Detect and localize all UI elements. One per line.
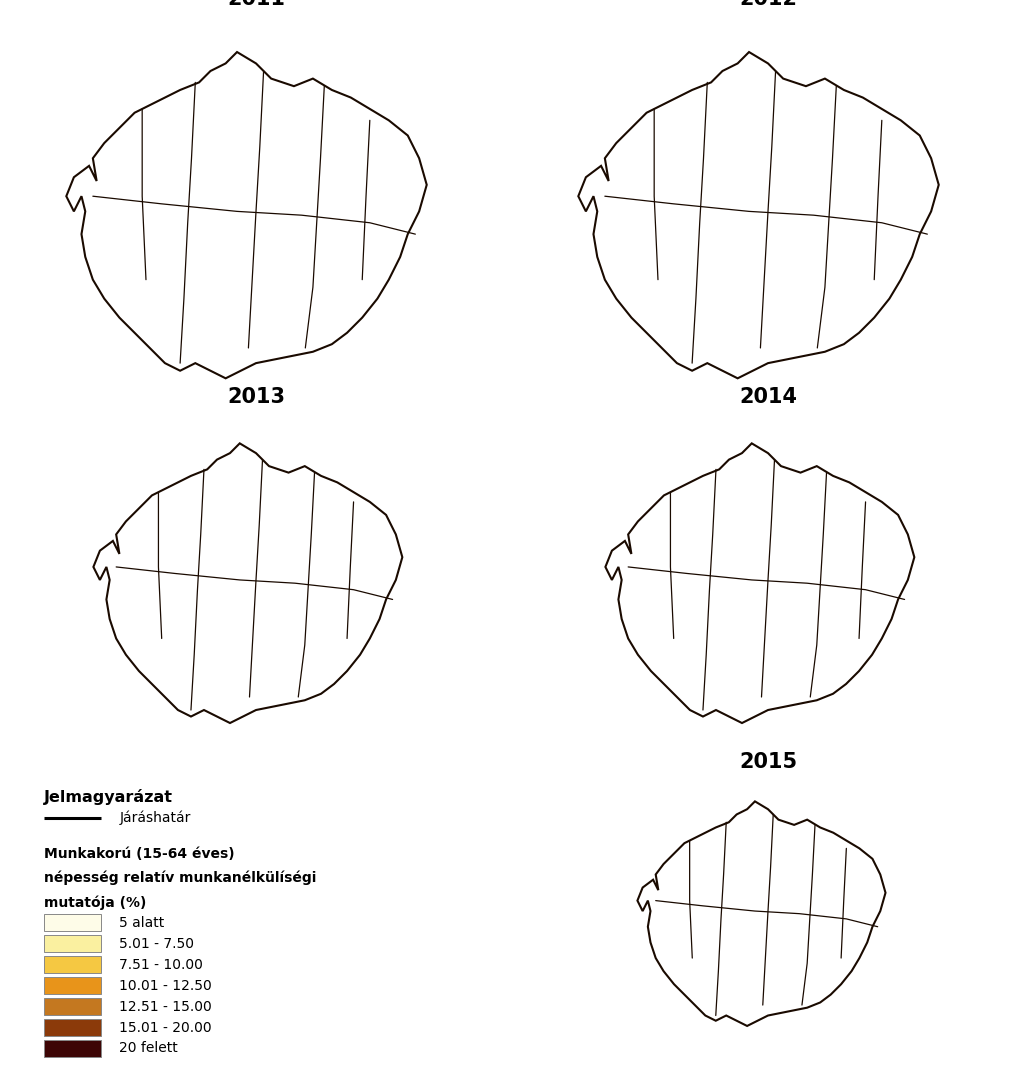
Text: 15.01 - 20.00: 15.01 - 20.00	[120, 1020, 212, 1034]
Bar	[44, 1040, 100, 1057]
Text: 2014: 2014	[739, 387, 797, 406]
Bar	[44, 998, 100, 1016]
Text: 2015: 2015	[739, 752, 797, 772]
Text: 5.01 - 7.50: 5.01 - 7.50	[120, 937, 195, 951]
Bar	[44, 935, 100, 952]
Bar	[44, 1019, 100, 1036]
Text: népesség relatív munkanélkülíségi: népesség relatív munkanélkülíségi	[44, 870, 316, 886]
Bar	[44, 914, 100, 931]
Text: 5 alatt: 5 alatt	[120, 916, 165, 930]
Bar	[44, 977, 100, 994]
Text: Járáshatár: Járáshatár	[120, 811, 190, 825]
Text: 10.01 - 12.50: 10.01 - 12.50	[120, 979, 212, 993]
Text: 2012: 2012	[739, 0, 797, 9]
Text: Jelmagyarázat: Jelmagyarázat	[44, 789, 173, 805]
Text: 7.51 - 10.00: 7.51 - 10.00	[120, 957, 204, 971]
Text: 2013: 2013	[227, 387, 285, 406]
Text: 20 felett: 20 felett	[120, 1042, 178, 1056]
Text: 2011: 2011	[227, 0, 285, 9]
Text: mutatója (%): mutatója (%)	[44, 895, 146, 909]
Text: Munkakorú (15-64 éves): Munkakorú (15-64 éves)	[44, 847, 234, 861]
Text: 12.51 - 15.00: 12.51 - 15.00	[120, 999, 212, 1014]
Bar	[44, 956, 100, 973]
